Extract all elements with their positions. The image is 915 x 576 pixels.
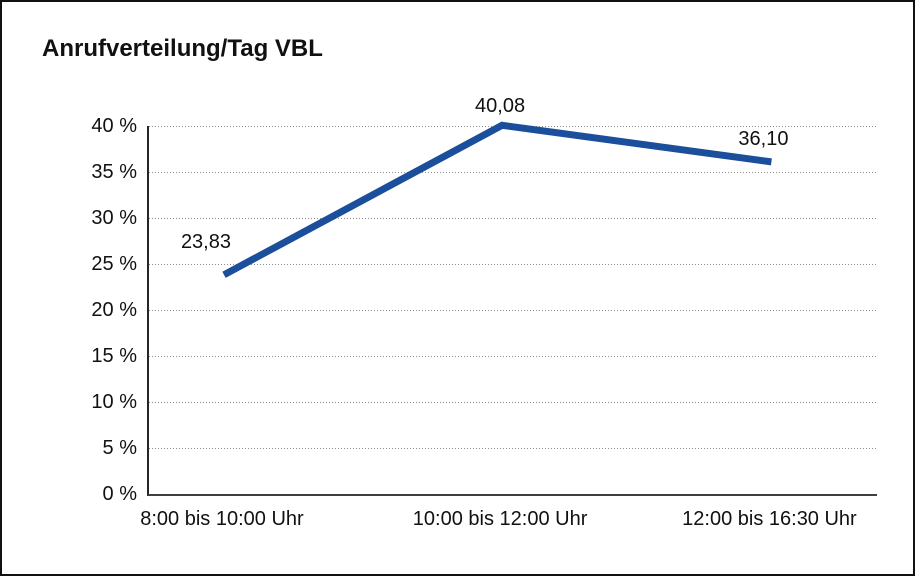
- y-tick-label: 0 %: [102, 483, 137, 505]
- gridline-30: [149, 217, 877, 219]
- gridline-20: [149, 309, 877, 311]
- x-tick-label: 10:00 bis 12:00 Uhr: [412, 508, 588, 530]
- line-series: [222, 121, 772, 278]
- gridline-25: [149, 263, 877, 265]
- gridline-5: [149, 447, 877, 449]
- series-line: [222, 121, 772, 278]
- chart-title: Anrufverteilung/Tag VBL: [42, 35, 323, 62]
- y-tick-label: 25 %: [91, 253, 137, 275]
- gridline-10: [149, 401, 877, 403]
- x-tick-label: 8:00 bis 10:00 Uhr: [140, 508, 304, 530]
- data-point-label: 36,10: [738, 127, 789, 150]
- gridline-15: [149, 355, 877, 357]
- plot-area: [147, 121, 877, 496]
- y-tick-label: 5 %: [102, 437, 137, 459]
- gridline-35: [149, 171, 877, 173]
- data-point-label: 23,83: [180, 230, 231, 253]
- y-tick-label: 10 %: [91, 391, 137, 413]
- y-tick-label: 30 %: [91, 207, 137, 229]
- y-tick-label: 15 %: [91, 345, 137, 367]
- y-tick-label: 35 %: [91, 161, 137, 183]
- x-tick-label: 12:00 bis 16:30 Uhr: [682, 508, 857, 530]
- y-tick-label: 20 %: [91, 299, 137, 321]
- y-tick-label: 40 %: [91, 115, 137, 137]
- data-point-label: 40,08: [475, 95, 526, 118]
